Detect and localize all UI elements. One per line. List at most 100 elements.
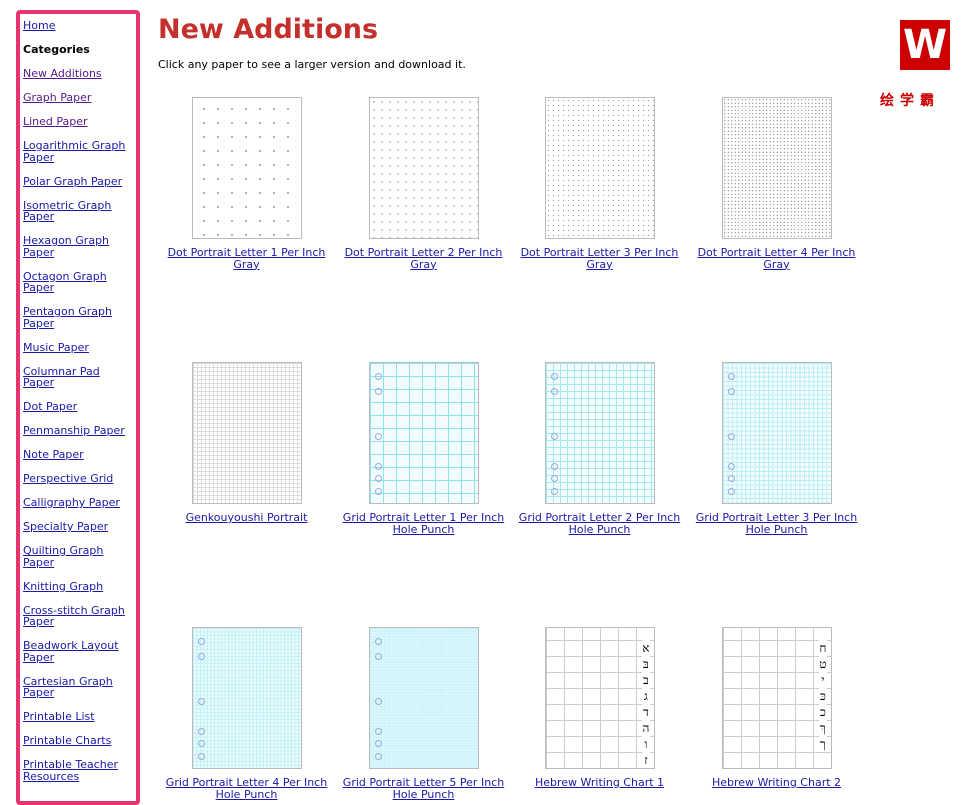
- hebrew-letter: ך: [819, 737, 826, 751]
- hole-punch-mark: [197, 740, 205, 747]
- paper-link[interactable]: Grid Portrait Letter 4 Per Inch Hole Pun…: [165, 776, 328, 801]
- sidebar-item-graph-paper[interactable]: Graph Paper: [23, 91, 92, 104]
- paper-item[interactable]: Grid Portrait Letter 2 Per Inch Hole Pun…: [511, 362, 688, 535]
- paper-item[interactable]: Grid Portrait Letter 4 Per Inch Hole Pun…: [158, 627, 335, 800]
- page-title: New Additions: [158, 14, 379, 45]
- paper-link[interactable]: Dot Portrait Letter 1 Per Inch Gray: [167, 246, 326, 271]
- paper-thumbnail[interactable]: [544, 362, 655, 504]
- paper-link[interactable]: Grid Portrait Letter 3 Per Inch Hole Pun…: [695, 511, 858, 536]
- paper-item[interactable]: ח ט י כּ כ ךּ ך Hebrew Writing Chart 2: [688, 627, 865, 789]
- hole-punch-mark: [550, 463, 558, 470]
- sidebar-item-penmanship-paper[interactable]: Penmanship Paper: [23, 424, 125, 437]
- paper-link[interactable]: Genkouyoushi Portrait: [185, 511, 308, 524]
- paper-link[interactable]: Hebrew Writing Chart 1: [534, 776, 665, 789]
- paper-item[interactable]: א בּ ב ג ד ה ו ז Hebrew Writing Chart 1: [511, 627, 688, 789]
- sidebar-item-polar-graph-paper[interactable]: Polar Graph Paper: [23, 174, 123, 188]
- hole-punch-mark: [197, 653, 205, 660]
- hebrew-letter: בּ: [643, 657, 649, 671]
- sidebar-item-beadwork-layout-paper[interactable]: Beadwork Layout Paper: [23, 639, 119, 664]
- sidebar: Home Categories New Additions Graph Paper…: [16, 10, 140, 805]
- paper-thumbnail[interactable]: [544, 97, 655, 239]
- hole-punch-mark: [727, 388, 735, 395]
- hole-punch-mark: [550, 488, 558, 495]
- paper-thumbnail[interactable]: [721, 97, 832, 239]
- hebrew-letters: ח ט י כּ כ ךּ ך: [819, 640, 827, 752]
- hole-punch-mark: [197, 638, 205, 645]
- hole-punch-mark: [727, 475, 735, 482]
- hebrew-letter: כּ: [819, 689, 826, 703]
- sidebar-item-columnar-pad-paper[interactable]: Columnar Pad Paper: [23, 364, 100, 389]
- hole-punch-mark: [197, 728, 205, 735]
- hebrew-letter: ד: [643, 705, 649, 719]
- paper-link[interactable]: Grid Portrait Letter 2 Per Inch Hole Pun…: [518, 511, 681, 536]
- paper-thumbnail[interactable]: [721, 362, 832, 504]
- hole-punch-mark: [197, 698, 205, 705]
- hole-punch-mark: [374, 740, 382, 747]
- hebrew-letter: ךּ: [819, 721, 826, 735]
- paper-thumbnail[interactable]: [368, 627, 479, 769]
- hole-punch-mark: [374, 728, 382, 735]
- hole-punch-mark: [374, 638, 382, 645]
- paper-thumbnail[interactable]: [191, 97, 302, 239]
- sidebar-item-music-paper[interactable]: Music Paper: [23, 340, 89, 354]
- paper-thumbnail[interactable]: [368, 362, 479, 504]
- paper-item[interactable]: Dot Portrait Letter 3 Per Inch Gray: [511, 97, 688, 270]
- sidebar-item-logarithmic-graph-paper[interactable]: Logarithmic Graph Paper: [23, 139, 126, 164]
- sidebar-item-printable-teacher-resources[interactable]: Printable Teacher Resources: [23, 758, 119, 783]
- paper-thumbnail[interactable]: א בּ ב ג ד ה ו ז: [544, 627, 655, 769]
- paper-item[interactable]: Genkouyoushi Portrait: [158, 362, 335, 524]
- paper-link[interactable]: Dot Portrait Letter 2 Per Inch Gray: [344, 246, 503, 271]
- hebrew-letter: ב: [643, 673, 649, 687]
- sidebar-item-printable-list[interactable]: Printable List: [23, 710, 95, 723]
- paper-link[interactable]: Dot Portrait Letter 4 Per Inch Gray: [697, 246, 856, 271]
- hebrew-letter: א: [642, 641, 650, 655]
- sidebar-item-isometric-graph-paper[interactable]: Isometric Graph Paper: [23, 198, 112, 223]
- paper-item[interactable]: Grid Portrait Letter 5 Per Inch Hole Pun…: [335, 627, 512, 800]
- hebrew-letter: ג: [643, 689, 648, 703]
- hebrew-letter: ה: [642, 721, 650, 735]
- paper-item[interactable]: Dot Portrait Letter 2 Per Inch Gray: [335, 97, 512, 270]
- sidebar-item-knitting-graph[interactable]: Knitting Graph: [23, 579, 104, 593]
- sidebar-item-cartesian-graph-paper[interactable]: Cartesian Graph Paper: [23, 674, 113, 699]
- sidebar-item-hexagon-graph-paper[interactable]: Hexagon Graph Paper: [23, 234, 110, 259]
- hebrew-letter: י: [821, 673, 825, 687]
- hole-punch-mark: [374, 698, 382, 705]
- hole-punch-mark: [550, 388, 558, 395]
- sidebar-item-dot-paper[interactable]: Dot Paper: [23, 400, 78, 413]
- paper-link[interactable]: Dot Portrait Letter 3 Per Inch Gray: [520, 246, 679, 271]
- paper-item[interactable]: Dot Portrait Letter 1 Per Inch Gray: [158, 97, 335, 270]
- sidebar-item-note-paper[interactable]: Note Paper: [23, 448, 84, 461]
- hebrew-letter: ח: [819, 641, 827, 655]
- intro-text: Click any paper to see a larger version …: [158, 58, 466, 71]
- hebrew-letters: א בּ ב ג ד ה ו ז: [642, 640, 650, 768]
- sidebar-item-printable-charts[interactable]: Printable Charts: [23, 734, 112, 747]
- sidebar-item-perspective-grid[interactable]: Perspective Grid: [23, 472, 114, 485]
- paper-link[interactable]: Hebrew Writing Chart 2: [711, 776, 842, 789]
- paper-item[interactable]: Grid Portrait Letter 3 Per Inch Hole Pun…: [688, 362, 865, 535]
- hole-punch-mark: [727, 488, 735, 495]
- hole-punch-mark: [550, 475, 558, 482]
- hole-punch-mark: [374, 488, 382, 495]
- paper-link[interactable]: Grid Portrait Letter 1 Per Inch Hole Pun…: [342, 511, 505, 536]
- paper-thumbnail[interactable]: ח ט י כּ כ ךּ ך: [721, 627, 832, 769]
- sidebar-item-quilting-graph-paper[interactable]: Quilting Graph Paper: [23, 544, 104, 569]
- paper-link[interactable]: Grid Portrait Letter 5 Per Inch Hole Pun…: [342, 776, 505, 801]
- hole-punch-mark: [727, 373, 735, 380]
- paper-item[interactable]: Grid Portrait Letter 1 Per Inch Hole Pun…: [335, 362, 512, 535]
- hole-punch-mark: [374, 463, 382, 470]
- sidebar-home-link[interactable]: Home: [23, 19, 56, 32]
- hole-punch-mark: [727, 463, 735, 470]
- sidebar-item-lined-paper[interactable]: Lined Paper: [23, 115, 88, 128]
- sidebar-item-new-additions[interactable]: New Additions: [23, 67, 102, 80]
- paper-thumbnail[interactable]: [191, 627, 302, 769]
- paper-thumbnail[interactable]: [368, 97, 479, 239]
- sidebar-item-octagon-graph-paper[interactable]: Octagon Graph Paper: [23, 269, 107, 294]
- sidebar-item-pentagon-graph-paper[interactable]: Pentagon Graph Paper: [23, 305, 112, 330]
- hebrew-letter: ו: [644, 737, 648, 751]
- paper-item[interactable]: Dot Portrait Letter 4 Per Inch Gray: [688, 97, 865, 270]
- paper-thumbnail[interactable]: [191, 362, 302, 504]
- categories-heading: Categories: [23, 43, 90, 56]
- sidebar-item-cross-stitch-graph-paper[interactable]: Cross-stitch Graph Paper: [23, 603, 125, 628]
- sidebar-item-specialty-paper[interactable]: Specialty Paper: [23, 520, 109, 533]
- sidebar-item-calligraphy-paper[interactable]: Calligraphy Paper: [23, 496, 120, 509]
